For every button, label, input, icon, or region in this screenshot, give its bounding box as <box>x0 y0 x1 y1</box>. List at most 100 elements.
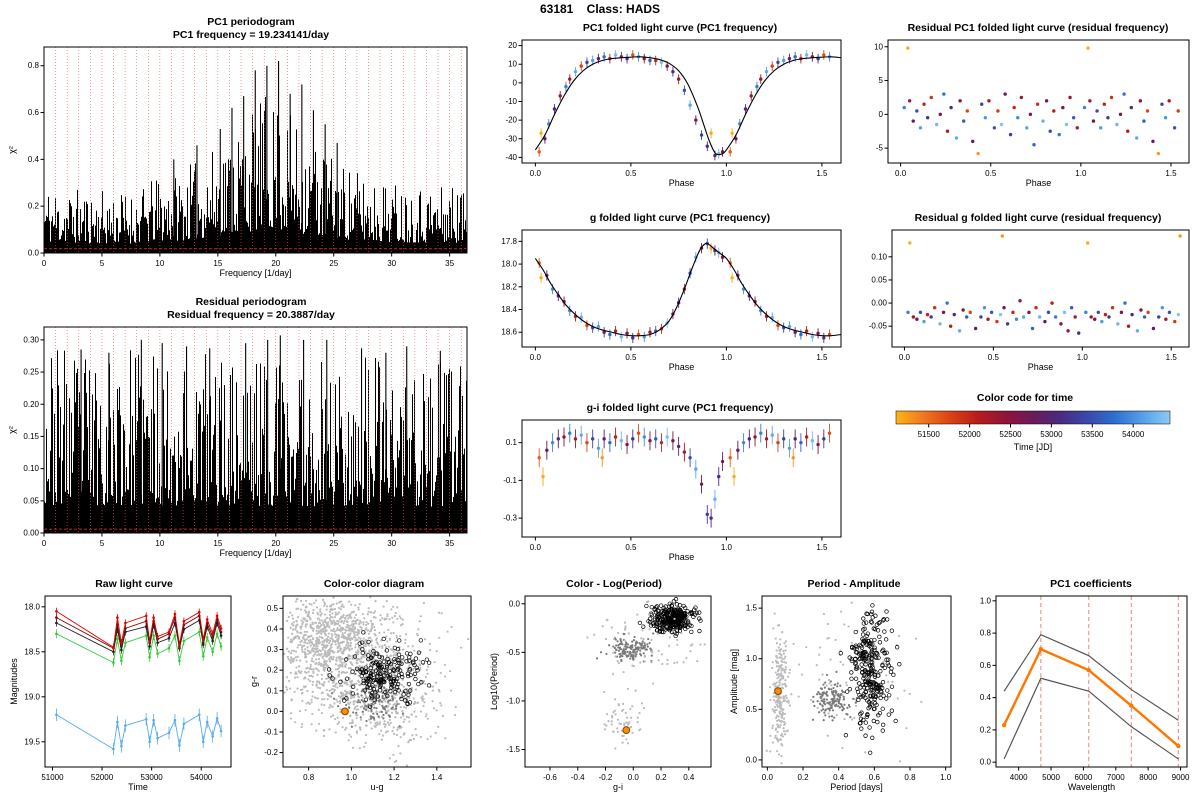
svg-text:0.2: 0.2 <box>267 666 279 675</box>
svg-text:53500: 53500 <box>1081 430 1104 439</box>
figure-title: 63181 Class: HADS <box>539 2 661 16</box>
panel-residual-periodogram: Residual periodogram Residual frequency … <box>6 296 474 560</box>
panel-title: Raw light curve <box>95 578 173 590</box>
panel-subtitle: Residual frequency = 20.3887/day <box>167 309 335 321</box>
svg-text:-0.2: -0.2 <box>264 748 278 757</box>
panel-color-color: Color-color diagram 0.8 1.0 1.2 1.4 -0.2 -0.1… <box>248 578 478 794</box>
svg-text:5: 5 <box>879 76 884 85</box>
svg-text:0.4: 0.4 <box>28 155 40 164</box>
svg-text:0.20: 0.20 <box>23 400 39 409</box>
panel-raw-light-curve: Raw light curve 51000 52000 53000 54000 18.0… <box>8 578 238 794</box>
svg-text:20: 20 <box>271 539 280 548</box>
svg-text:Phase: Phase <box>669 178 695 188</box>
panel-residual-g-folded: Residual g folded light curve (residual … <box>858 212 1196 374</box>
svg-text:35: 35 <box>445 259 454 268</box>
svg-text:10: 10 <box>155 259 164 268</box>
svg-text:g-i: g-i <box>613 782 623 792</box>
svg-text:0.0: 0.0 <box>267 707 279 716</box>
svg-text:-0.1: -0.1 <box>503 476 517 485</box>
svg-text:1.0: 1.0 <box>721 353 733 362</box>
svg-text:30: 30 <box>387 259 396 268</box>
svg-text:1.5: 1.5 <box>816 543 828 552</box>
svg-text:0.5: 0.5 <box>625 543 637 552</box>
panel-pc1-periodogram: PC1 periodogram PC1 frequency = 19.23414… <box>6 16 474 280</box>
svg-text:u-g: u-g <box>370 782 383 792</box>
svg-text:χ²: χ² <box>7 426 17 434</box>
svg-text:Phase: Phase <box>669 362 695 372</box>
svg-text:-0.2: -0.2 <box>599 773 613 782</box>
svg-text:53000: 53000 <box>1040 430 1063 439</box>
panel-title: Period - Amplitude <box>807 578 901 590</box>
svg-text:18.4: 18.4 <box>501 305 517 314</box>
svg-text:19.0: 19.0 <box>24 692 40 701</box>
panel-title: g folded light curve (PC1 frequency) <box>589 212 771 224</box>
svg-text:52500: 52500 <box>999 430 1022 439</box>
panel-pc1-folded: PC1 folded light curve (PC1 frequency) 0… <box>490 22 848 190</box>
svg-text:0.0: 0.0 <box>530 169 542 178</box>
svg-text:18.0: 18.0 <box>501 260 517 269</box>
panel-gi-folded: g-i folded light curve (PC1 frequency) 0… <box>490 402 848 564</box>
svg-text:0.0: 0.0 <box>530 353 542 362</box>
svg-text:25: 25 <box>329 539 338 548</box>
svg-text:51500: 51500 <box>918 430 941 439</box>
pc1-periodogram-plot: 0 5 10 15 20 25 30 35 0.0 0.2 0.4 0.6 0.8 Frequency [… <box>7 46 468 278</box>
svg-text:0.0: 0.0 <box>628 773 640 782</box>
panel-title: PC1 coefficients <box>1050 578 1132 590</box>
panel-residual-pc1-folded: Residual PC1 folded light curve (residua… <box>858 22 1196 190</box>
svg-text:54000: 54000 <box>1122 430 1145 439</box>
panel-title: Residual PC1 folded light curve (residua… <box>907 22 1169 34</box>
svg-text:χ²: χ² <box>7 146 17 154</box>
svg-text:Magnitudes: Magnitudes <box>9 658 19 705</box>
svg-text:1.5: 1.5 <box>1166 353 1178 362</box>
svg-text:53000: 53000 <box>141 773 164 782</box>
svg-text:1.4: 1.4 <box>431 773 443 782</box>
svg-text:0.5: 0.5 <box>625 169 637 178</box>
svg-text:18.0: 18.0 <box>24 602 40 611</box>
panel-title: PC1 periodogram <box>207 16 295 28</box>
svg-text:1.0: 1.0 <box>721 543 733 552</box>
svg-text:Time: Time <box>128 782 148 792</box>
svg-text:0.4: 0.4 <box>683 773 695 782</box>
svg-text:1.2: 1.2 <box>389 773 401 782</box>
svg-text:Frequency [1/day]: Frequency [1/day] <box>219 548 291 558</box>
svg-text:1.0: 1.0 <box>721 169 733 178</box>
gi-folded-plot: 0.0 0.5 1.0 1.5 -0.3 -0.1 0.1 Phase <box>503 419 842 562</box>
panel-subtitle: PC1 frequency = 19.234141/day <box>172 29 330 41</box>
svg-text:0.0: 0.0 <box>895 169 907 178</box>
svg-text:0: 0 <box>42 259 47 268</box>
svg-text:35: 35 <box>445 539 454 548</box>
pc1-folded-plot: 0.0 0.5 1.0 1.5 -40 -30 -20 -10 0 10 20 Phase <box>505 39 842 188</box>
svg-text:0: 0 <box>513 78 518 87</box>
svg-text:0.4: 0.4 <box>267 624 279 633</box>
svg-text:17.8: 17.8 <box>501 237 517 246</box>
svg-text:0.1: 0.1 <box>506 438 518 447</box>
svg-text:-0.05: -0.05 <box>869 322 888 331</box>
svg-text:-20: -20 <box>505 116 517 125</box>
svg-text:0.05: 0.05 <box>871 275 887 284</box>
svg-text:0.30: 0.30 <box>23 335 39 344</box>
color-color-plot: 0.8 1.0 1.2 1.4 -0.2 -0.1 0.0 0.1 0.2 0.3 0.4 0.5 u-… <box>249 595 472 792</box>
residual-periodogram-plot: 0 5 10 15 20 25 30 35 0.00 0.05 0.10 0.15 0.20 0.25 0.… <box>7 326 468 558</box>
svg-text:Phase: Phase <box>669 552 695 562</box>
svg-text:20: 20 <box>271 259 280 268</box>
svg-text:-0.5: -0.5 <box>506 648 520 657</box>
panel-pc1-coefficients: PC1 coefficients 4000 5000 6000 7000 8000 900… <box>966 578 1194 794</box>
svg-text:0.2: 0.2 <box>28 202 40 211</box>
svg-text:1.0: 1.0 <box>1077 353 1089 362</box>
panel-period-amplitude: Period - Amplitude 0.0 0.2 0.4 0.6 0.8 1.0 0.0… <box>728 578 958 794</box>
svg-text:Phase: Phase <box>1026 178 1052 188</box>
color-logperiod-plot: -0.6 -0.4 -0.2 0.0 0.2 0.4 -1.5 -1.0 -0.5 0.0 g-i L… <box>489 595 712 792</box>
raw-light-curve-plot: 51000 52000 53000 54000 18.0 18.5 19.0 19.5 Time… <box>9 595 232 792</box>
svg-text:0: 0 <box>42 539 47 548</box>
svg-text:18.2: 18.2 <box>501 282 517 291</box>
svg-text:Log10(Period): Log10(Period) <box>489 653 499 710</box>
svg-text:-0.6: -0.6 <box>543 773 557 782</box>
svg-text:-40: -40 <box>505 153 517 162</box>
svg-text:0.5: 0.5 <box>625 353 637 362</box>
panel-title: Residual g folded light curve (residual … <box>914 212 1162 224</box>
svg-text:19.5: 19.5 <box>24 737 40 746</box>
svg-text:10: 10 <box>155 539 164 548</box>
pc1-coefficients-plot: 4000 5000 6000 7000 8000 90000.00.20.40.60.81… <box>980 595 1190 792</box>
